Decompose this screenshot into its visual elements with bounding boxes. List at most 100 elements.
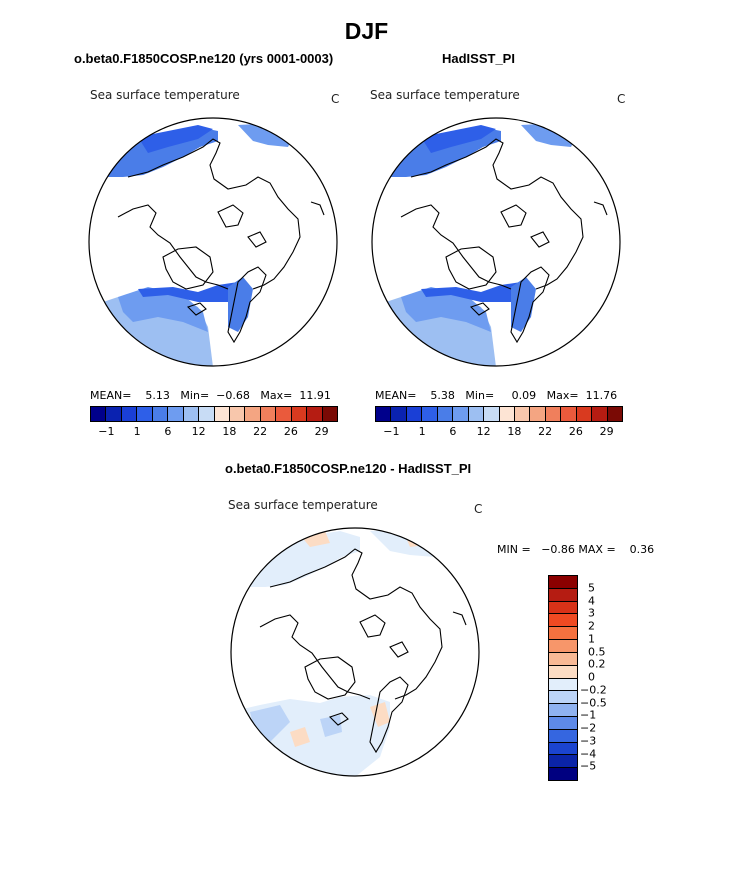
colorbar-cell [422,407,438,421]
colorbar-tick-label: −5 [580,759,597,773]
panel2-run-title: HadISST_PI [442,51,515,66]
colorbar-cell [468,407,485,421]
panel1-coastline-greenland [162,246,214,290]
panel3-coastline-greenland [304,656,356,700]
colorbar-cell [453,407,469,421]
colorbar-tick-label: 6 [164,425,172,438]
colorbar-cell [168,407,184,421]
panel3-units-label: C [474,502,483,516]
panel3-pacific-field [250,531,360,587]
colorbar-cell [549,768,577,780]
colorbar-tick-label: 6 [449,425,457,438]
colorbar-cell [549,742,577,756]
panel2-coastline-america [400,204,512,290]
colorbar-tick-label: −3 [580,734,597,748]
panel1-atlantic-field-dark [138,282,248,302]
colorbar-cell [245,407,261,421]
panel2-coastline-japan [593,201,608,216]
colorbar-cell [260,407,277,421]
colorbar-tick-label: 1 [418,425,426,438]
colorbar-cell [391,407,407,421]
colorbar-cell [549,716,577,730]
colorbar-tick-label: 5 [588,581,595,595]
colorbar-cell [561,407,577,421]
colorbar-tick-label: 1 [133,425,141,438]
panel1-variable-label: Sea surface temperature [90,88,240,102]
colorbar-cell [152,407,169,421]
colorbar-cell [199,407,215,421]
colorbar-cell [549,678,577,692]
colorbar-cell [484,407,500,421]
colorbar-cell [183,407,200,421]
colorbar-cell [322,407,337,421]
colorbar-tick-label: −0.5 [580,696,607,709]
colorbar-cell [549,704,577,717]
colorbar-tick-label: 26 [283,425,298,438]
panel1-colorbar-ticks: −1 1 6 12 18 22 26 29 [90,425,338,439]
colorbar-tick-label: 3 [588,606,595,620]
panel1-coastline-iceland [186,302,207,316]
colorbar-cell [549,729,577,743]
colorbar-tick-label: 4 [588,594,595,607]
panel3-run-title: o.beta0.F1850COSP.ne120 - HadISST_PI [225,461,472,476]
figure-title: DJF [344,18,389,44]
panel2-units-label: C [617,92,626,106]
panel2-coastline-greenland [445,246,497,290]
colorbar-cell [607,407,622,421]
panel1-pacific-field-dark [138,125,213,153]
colorbar-cell [549,755,577,769]
panel2-stats: MEAN= 5.38 Min= 0.09 Max= 11.76 [375,389,618,402]
colorbar-cell [549,627,577,641]
panel3-coastline-arctic-islands [359,614,409,658]
panel2-coastline-iceland [469,302,490,316]
colorbar-cell [91,407,107,421]
panel3-map-frame [230,527,480,777]
panel1-run-title: o.beta0.F1850COSP.ne120 (yrs 0001-0003) [74,51,334,66]
panel1-coastline-scandinavia [227,266,267,344]
colorbar-tick-label: −1 [383,425,400,438]
colorbar-cell [576,407,593,421]
panel3-variable-label: Sea surface temperature [228,498,378,512]
colorbar-cell [229,407,246,421]
colorbar-tick-label: −1 [98,425,115,438]
colorbar-cell [549,601,577,615]
panel1-map [88,117,338,367]
panel1-colorbar [90,406,338,422]
colorbar-tick-label: 0.2 [588,657,606,671]
panel2-map-frame [371,117,621,367]
panel2-colorbar-ticks: −1 1 6 12 18 22 26 29 [375,425,623,439]
panel3-atlantic-cool-patch-2 [320,715,342,737]
colorbar-cell [137,407,153,421]
colorbar-cell [549,652,577,666]
panel3-map [230,527,480,777]
colorbar-cell [545,407,562,421]
colorbar-tick-label: 12 [191,425,206,438]
colorbar-cell [549,665,577,679]
panel1-units-label: C [331,92,340,106]
colorbar-cell [549,588,577,602]
colorbar-cell [291,407,308,421]
panel2-coastline-scandinavia [510,266,550,344]
panel2-pacific-field-dark [421,125,496,153]
colorbar-tick-label: 18 [507,425,522,438]
panel3-coastline-scandinavia [369,676,409,754]
panel1-stats: MEAN= 5.13 Min= −0.68 Max= 11.91 [90,389,331,402]
panel2-colorbar [375,406,623,422]
panel1-bering-field [238,123,293,147]
colorbar-tick-label: 12 [476,425,491,438]
colorbar-cell [549,576,577,589]
colorbar-tick-label: 22 [253,425,268,438]
panel2-bering-field [521,123,576,147]
panel3-bering-field [370,529,445,557]
panel1-map-frame [88,117,338,367]
colorbar-tick-label: −0.2 [580,683,607,697]
panel2-atlantic-field-dark [421,282,531,302]
colorbar-tick-label: 1 [588,632,595,646]
panel2-variable-label: Sea surface temperature [370,88,520,102]
colorbar-tick-label: 0 [588,670,595,684]
panel3-coastline-asia [269,548,443,700]
panel1-coastline-america [117,204,229,290]
panel3-colorbar [548,575,578,781]
colorbar-cell [549,691,577,705]
panel2-map [371,117,621,367]
